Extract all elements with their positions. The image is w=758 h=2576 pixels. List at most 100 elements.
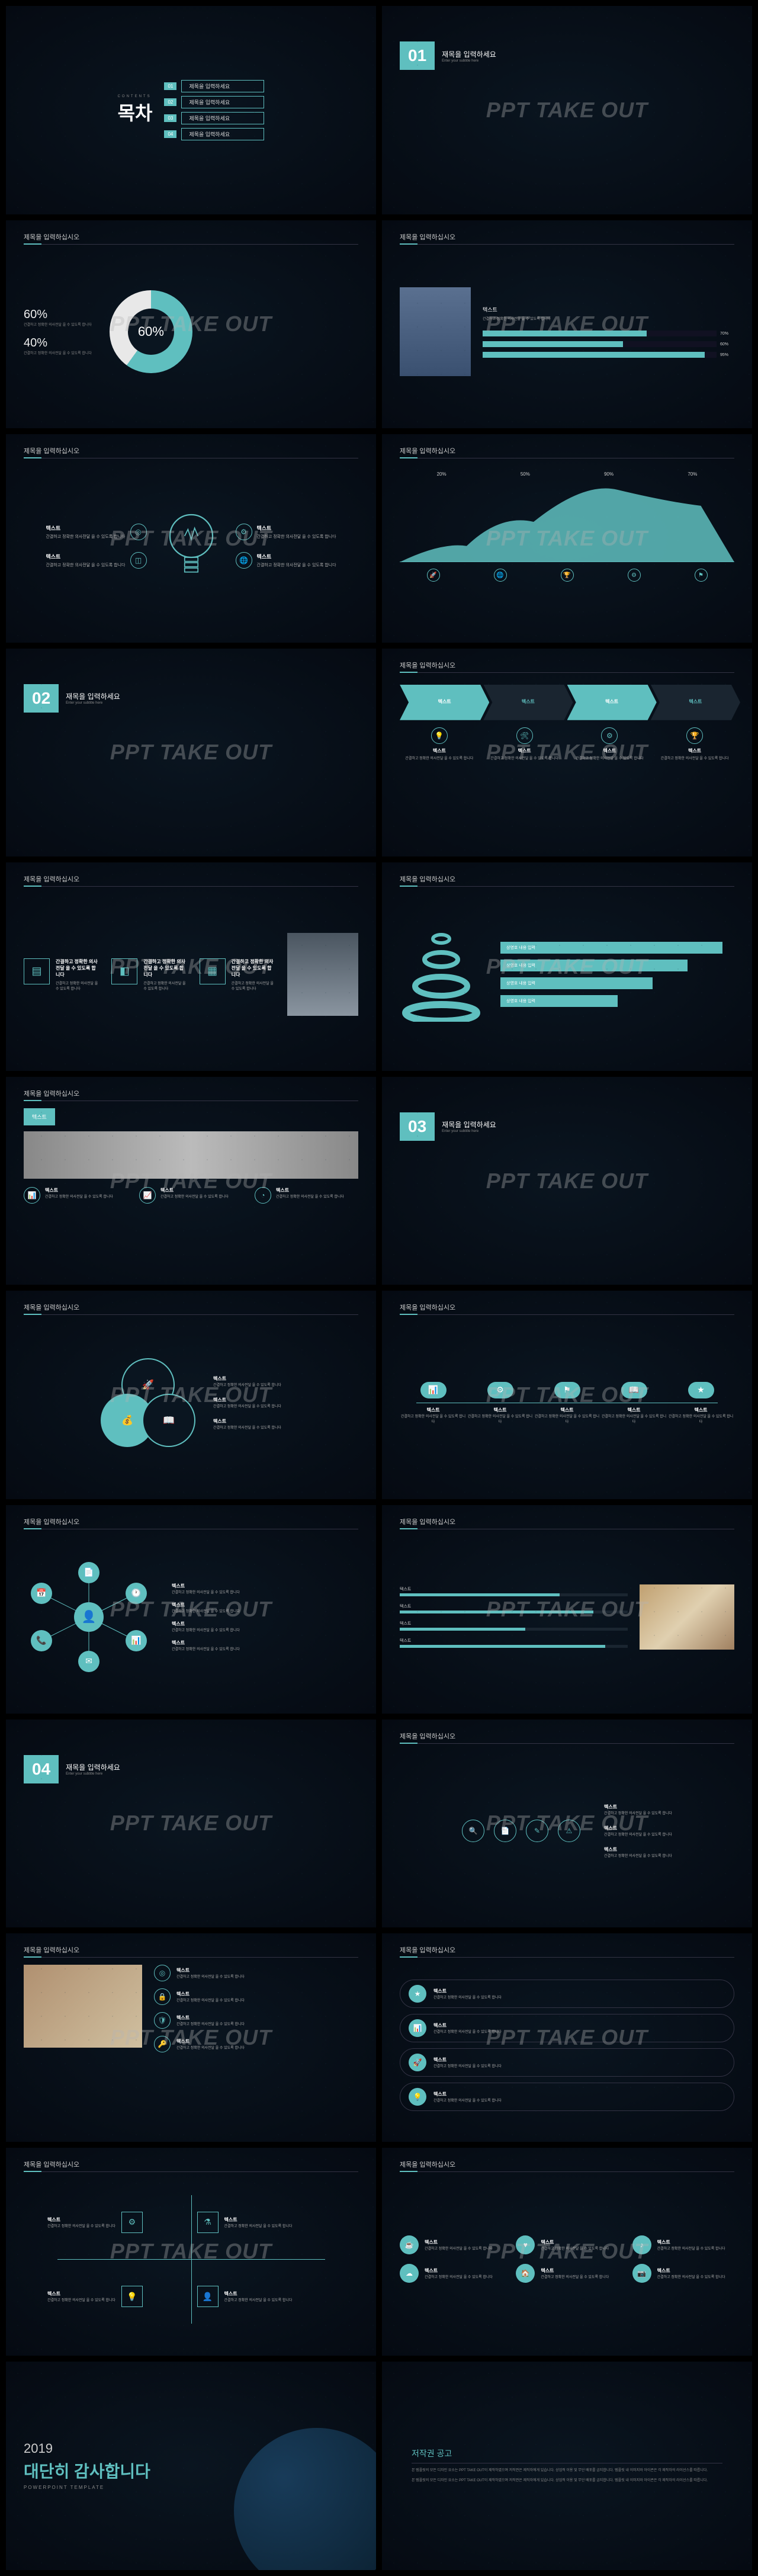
image-placeholder <box>640 1584 734 1650</box>
rocket-icon: 🚀 <box>409 2054 426 2071</box>
gear-icon: ⚙ <box>121 2212 143 2233</box>
bulb-icon: 💡 <box>431 727 448 744</box>
slide-title: 제목을 입력하십시오 <box>24 1089 358 1101</box>
copyright-body: 본 템플릿의 모든 디자인 요소는 PPT TAKE OUT이 제작하였으며 저… <box>412 2468 722 2474</box>
trophy-icon: 🏆 <box>686 727 703 744</box>
lock-icon: 🔒 <box>154 1988 171 2005</box>
pencil-icon: ✎ <box>526 1820 548 1842</box>
phone-icon: 📞 <box>31 1630 52 1651</box>
flag-icon: ⚑ <box>554 1382 580 1398</box>
arrow-process: 텍스트 텍스트 텍스트 텍스트 <box>400 685 734 720</box>
target-icon: ◎ <box>130 524 147 540</box>
slide-three-boxes: PPT TAKE OUT 제목을 입력하십시오 ▤간결하고 정확한 의사전달 을… <box>6 862 376 1071</box>
funnel-bar: 상영호 내용 입력 <box>500 942 722 954</box>
toc-item: 04제목을 입력하세요 <box>164 128 264 140</box>
capsule-item: 📊텍스트간결하고 정확한 의사전달 을 수 있도록 합니다 <box>400 2014 734 2042</box>
slide-section-01: PPT TAKE OUT 01 재목을 입력하세요 Enter your sub… <box>382 6 752 214</box>
slide-title: 제목을 입력하십시오 <box>400 1731 734 1744</box>
doc-icon: 📄 <box>78 1562 99 1583</box>
watermark: PPT TAKE OUT <box>110 1811 272 1836</box>
alert-icon: ⚠ <box>558 1820 580 1842</box>
slide-title: 제목을 입력하십시오 <box>400 1517 734 1529</box>
slide-arrow-process: PPT TAKE OUT 제목을 입력하십시오 텍스트 텍스트 텍스트 텍스트 … <box>382 649 752 857</box>
donut-chart: 60% <box>110 290 192 373</box>
funnel-bar: 상영호 내용 입력 <box>500 960 688 971</box>
slide-title: 제목을 입력하십시오 <box>24 1517 358 1529</box>
slide-copyright: 저작권 공고 본 템플릿의 모든 디자인 요소는 PPT TAKE OUT이 제… <box>382 2362 752 2570</box>
venn-diagram: 🚀 💰 📖 <box>101 1358 195 1447</box>
camera-icon: 📷 <box>632 2264 651 2283</box>
cloud-icon: ☁ <box>400 2264 419 2283</box>
calendar-icon: 📅 <box>31 1583 52 1604</box>
toc-item: 03제목을 입력하세요 <box>164 112 264 124</box>
target-icon: ◎ <box>154 1965 171 1981</box>
slide-title: 제목을 입력하십시오 <box>24 1303 358 1315</box>
section-number: 01 <box>400 41 435 70</box>
bulb-icon: 💡 <box>409 2088 426 2106</box>
bar-chart: 텍스트 텍스트 텍스트 텍스트 <box>400 1586 628 1648</box>
slide-timeline: PPT TAKE OUT 제목을 입력하십시오 📊텍스트간결하고 정확한 의사전… <box>382 1291 752 1499</box>
slide-title: 제목을 입력하십시오 <box>24 232 358 245</box>
watermark: PPT TAKE OUT <box>486 98 648 123</box>
section-number: 02 <box>24 684 59 713</box>
slide-wave-chart: PPT TAKE OUT 제목을 입력하십시오 20% 50% 90% 70% … <box>382 434 752 643</box>
clock-icon: 🕐 <box>126 1583 147 1604</box>
trophy-icon: 🏆 <box>561 569 574 582</box>
slide-title: 제목을 입력하십시오 <box>400 874 734 887</box>
slide-banner: PPT TAKE OUT 제목을 입력하십시오 텍스트 📊텍스트간결하고 정확한… <box>6 1077 376 1285</box>
slide-photo-list: PPT TAKE OUT 제목을 입력하십시오 ◎텍스트간결하고 정확한 의사전… <box>6 1933 376 2142</box>
slide-funnel: PPT TAKE OUT 제목을 입력하십시오 상영호 내용 입력 상영호 내용… <box>382 862 752 1071</box>
slide-title: 제목을 입력하십시오 <box>24 446 358 458</box>
bulb-icon: 💡 <box>121 2286 143 2307</box>
slide-quad-cross: PPT TAKE OUT 제목을 입력하십시오 텍스트간결하고 정확한 의사전달… <box>6 2148 376 2356</box>
slide-title: 제목을 입력하십시오 <box>24 1945 358 1958</box>
pie-icon: ◔ <box>255 1187 271 1204</box>
section-number: 04 <box>24 1755 59 1783</box>
area-chart <box>400 466 734 562</box>
slide-title: 제목을 입력하십시오 <box>400 446 734 458</box>
image-placeholder <box>400 287 471 376</box>
section-subtitle: Enter your subtitle here <box>442 59 496 63</box>
toc-title: 목차 <box>118 98 153 126</box>
slide-lightbulb: PPT TAKE OUT 제목을 입력하십시오 텍스트간결하고 정확한 의사전달… <box>6 434 376 643</box>
donut-pct-1: 60% <box>24 308 92 322</box>
mail-icon: ✉ <box>78 1651 99 1672</box>
slide-title: 제목을 입력하십시오 <box>400 1945 734 1958</box>
text-title: 텍스트 <box>483 306 734 313</box>
funnel-bar: 상영호 내용 입력 <box>500 995 618 1007</box>
tools-icon: 🛠 <box>516 727 533 744</box>
image-placeholder <box>287 933 358 1016</box>
capsule-item: ★텍스트간결하고 정확한 의사전달 을 수 있도록 합니다 <box>400 1980 734 2008</box>
key-icon: 🔑 <box>154 2036 171 2052</box>
slide-title: 제목을 입력하십시오 <box>24 874 358 887</box>
capsule-item: 💡텍스트간결하고 정확한 의사전달 을 수 있도록 합니다 <box>400 2083 734 2111</box>
person-icon: 👤 <box>197 2286 219 2307</box>
star-icon: ★ <box>688 1382 714 1398</box>
slide-donut: PPT TAKE OUT 제목을 입력하십시오 60%간결하고 정확한 의사전달… <box>6 220 376 429</box>
globe-icon: 🌐 <box>236 552 252 569</box>
star-icon: ★ <box>409 1985 426 2003</box>
slide-thin-bars: PPT TAKE OUT 제목을 입력하십시오 텍스트 텍스트 텍스트 텍스트 <box>382 1505 752 1714</box>
chart-icon: 📊 <box>24 1187 40 1204</box>
globe-icon: 🌐 <box>494 569 507 582</box>
image-placeholder <box>24 1131 358 1179</box>
slide-hbars: PPT TAKE OUT 제목을 입력하십시오 텍스트 간결하고 정확한 의사전… <box>382 220 752 429</box>
rocket-icon: 🚀 <box>427 569 440 582</box>
slide-hub-network: PPT TAKE OUT 제목을 입력하십시오 👤 📄 🕐 📊 ✉ 📞 📅 텍스… <box>6 1505 376 1714</box>
chart-icon: 📊 <box>409 2019 426 2037</box>
lightbulb-icon <box>165 509 218 583</box>
home-icon: 🏠 <box>516 2264 535 2283</box>
image-placeholder <box>24 1965 142 2048</box>
gear-icon: ⚙ <box>236 524 252 540</box>
book-icon: 📖 <box>621 1382 647 1398</box>
heart-icon: ♥ <box>516 2235 535 2254</box>
flag-icon: ⚑ <box>695 569 708 582</box>
search-icon: 🔍 <box>462 1820 484 1842</box>
copyright-title: 저작권 공고 <box>412 2447 722 2463</box>
slide-icon-grid: PPT TAKE OUT 제목을 입력하십시오 ☕텍스트간결하고 정확한 의사전… <box>382 2148 752 2356</box>
slide-title: 제목을 입력하십시오 <box>400 660 734 673</box>
flask-icon: ⚗ <box>197 2212 219 2233</box>
banner-label: 텍스트 <box>24 1108 55 1125</box>
watermark: PPT TAKE OUT <box>486 1169 648 1194</box>
slide-section-04: PPT TAKE OUT 04 재목을 입력하세요Enter your subt… <box>6 1720 376 1928</box>
